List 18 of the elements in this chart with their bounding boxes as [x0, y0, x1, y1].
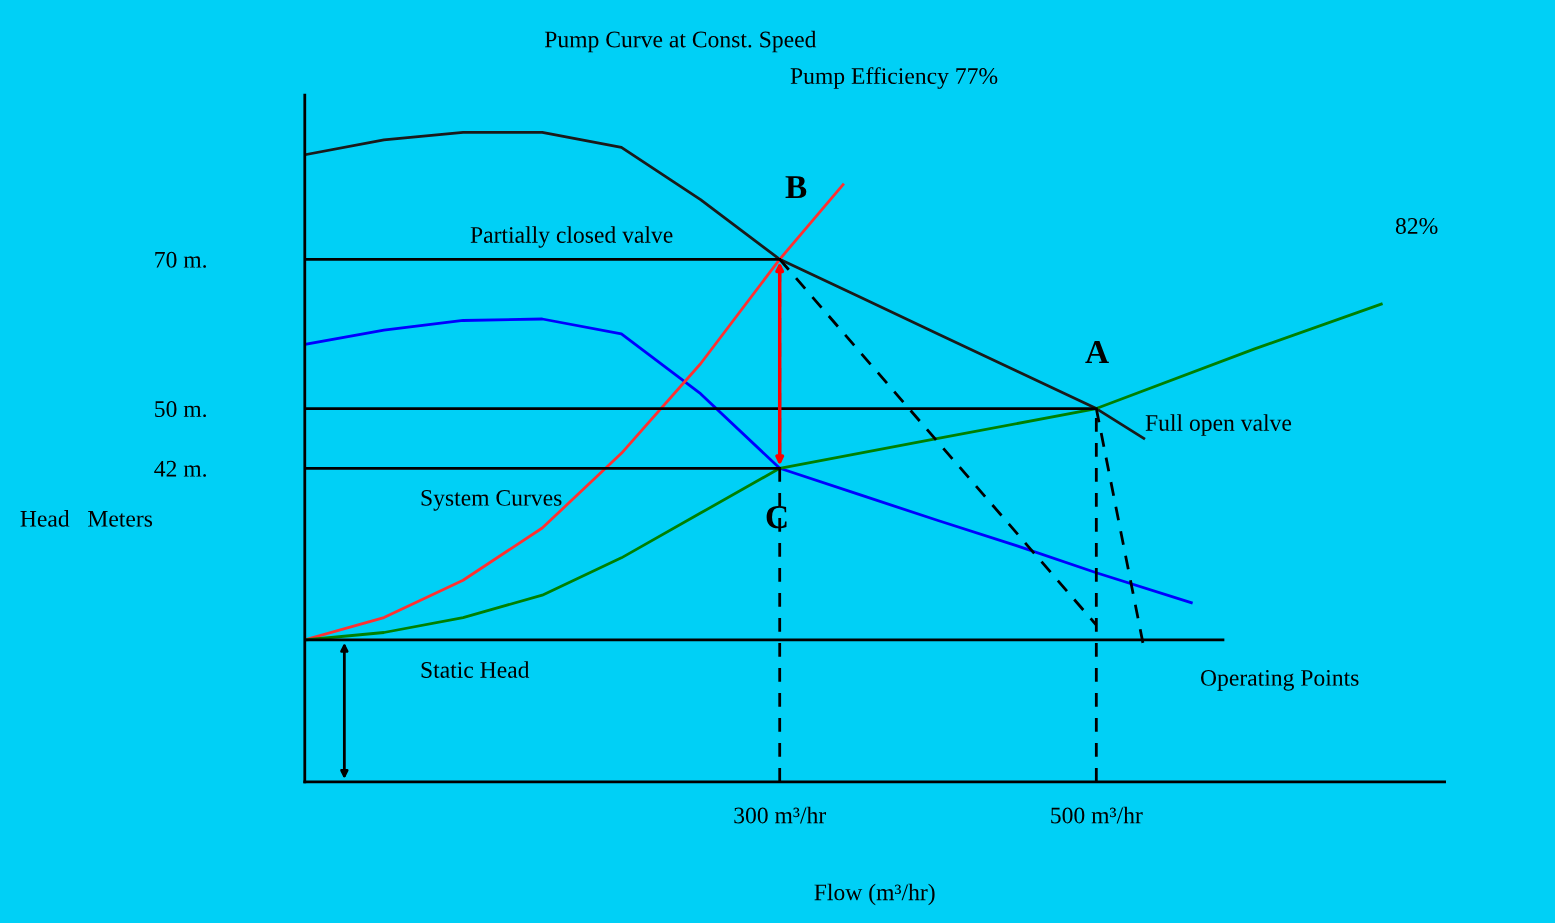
annotation: 82% [1395, 217, 1438, 234]
annotation: C [766, 505, 787, 529]
annotation: A [1085, 341, 1109, 364]
y-axis-title: Head Meters [20, 510, 153, 527]
annotation: System Curves [421, 489, 562, 511]
y-tick-label: 70 m. [155, 251, 206, 268]
x-axis-title: Flow (m³/hr) [814, 883, 935, 906]
x-tick-label: 500 m³/hr [1051, 806, 1143, 824]
x-tick-label: 300 m³/hr [734, 806, 826, 824]
annotation: Partially closed valve [470, 226, 673, 248]
y-tick-label: 42 m. [154, 460, 206, 477]
annotation: B [785, 176, 807, 199]
annotation: Full open valve [1145, 414, 1292, 436]
annotation: Static Head [421, 661, 530, 678]
chart-title: Pump Curve at Const. Speed [544, 30, 817, 53]
y-tick-label: 50 m. [155, 401, 206, 418]
text: Pump Efficiency 77% [790, 67, 998, 89]
annotation: Operating Points [1200, 669, 1359, 691]
